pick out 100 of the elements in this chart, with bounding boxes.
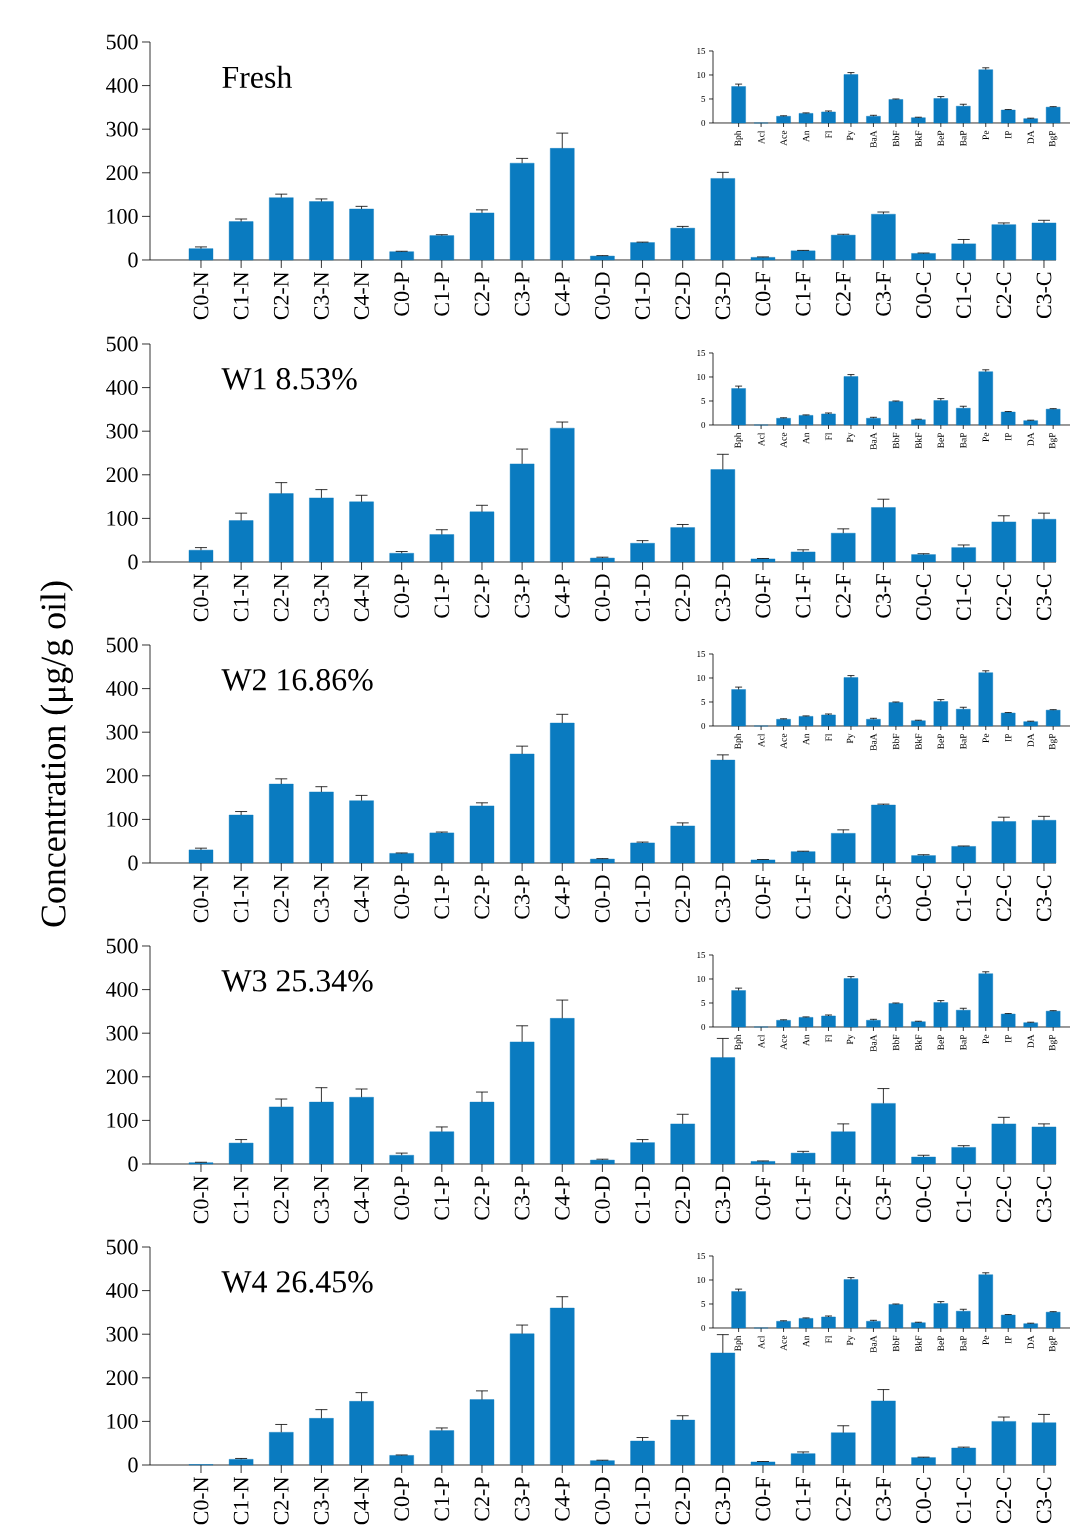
- x-tick-label: BaP: [960, 733, 967, 750]
- bar: [429, 1131, 455, 1165]
- x-tick-label: C0-F: [755, 1477, 771, 1521]
- y-tick-label: 5: [701, 1000, 706, 1006]
- x-tick-label: C2-D: [675, 1477, 691, 1525]
- x-tick-label: BeP: [937, 432, 944, 449]
- y-tick-label: 500: [106, 1239, 138, 1255]
- x-tick-label: BkF: [915, 733, 922, 750]
- y-tick-label: 300: [106, 1025, 138, 1041]
- x-tick-label: C3-F: [876, 272, 891, 316]
- bar: [750, 558, 776, 563]
- x-tick-label: Ace: [780, 733, 787, 749]
- y-tick-label: 0: [701, 421, 706, 429]
- bar: [911, 419, 926, 426]
- x-tick-label: BgP: [1049, 1335, 1058, 1352]
- x-tick-label: C3-F: [876, 574, 891, 618]
- y-tick-label: 100: [107, 812, 138, 827]
- bar: [1023, 1323, 1038, 1329]
- x-tick-label: C0-F: [755, 875, 771, 919]
- bar: [550, 722, 575, 864]
- x-tick-label: C0-C: [916, 574, 931, 621]
- x-tick-label: C1-N: [233, 574, 249, 622]
- y-tick-label: 100: [107, 510, 138, 526]
- x-tick-label: BbF: [892, 1034, 900, 1051]
- x-tick-label: C4-N: [354, 1176, 369, 1224]
- x-tick-label: C3-N: [314, 272, 329, 320]
- bar: [951, 846, 976, 864]
- x-tick-label: C4-N: [354, 1477, 369, 1525]
- x-tick-label: Pe: [982, 733, 989, 743]
- bar: [389, 553, 414, 563]
- bar: [389, 1455, 414, 1466]
- y-tick-label: 15: [697, 349, 706, 356]
- x-tick-label: BaA: [870, 1335, 877, 1353]
- bar: [843, 1279, 859, 1329]
- x-tick-label: Fl: [825, 733, 832, 742]
- x-tick-label: C3-P: [514, 1176, 530, 1220]
- x-tick-label: C1-P: [434, 574, 450, 618]
- x-tick-label: IP: [1005, 733, 1012, 742]
- x-tick-label: C3-N: [314, 1176, 329, 1224]
- bar: [843, 376, 859, 426]
- bar: [866, 1020, 881, 1028]
- bar: [269, 493, 294, 563]
- x-tick-label: BbF: [892, 130, 900, 147]
- x-tick-label: C0-F: [755, 574, 771, 618]
- bar: [776, 719, 791, 727]
- x-tick-label: Pe: [982, 432, 989, 442]
- bar: [951, 1447, 976, 1466]
- x-tick-label: Acl: [757, 1335, 765, 1350]
- x-tick-label: C1-F: [795, 574, 811, 618]
- bar: [956, 1010, 971, 1028]
- bar: [1023, 1022, 1038, 1028]
- y-tick-label: 500: [106, 637, 138, 653]
- x-tick-label: BeP: [937, 1335, 944, 1352]
- x-tick-label: Ace: [780, 1335, 787, 1351]
- x-tick-label: BaP: [960, 432, 967, 449]
- x-tick-label: C3-P: [514, 875, 530, 919]
- bar: [269, 197, 294, 261]
- y-tick-label: 5: [701, 699, 706, 705]
- bar: [911, 1457, 936, 1466]
- x-tick-label: C1-P: [434, 272, 450, 316]
- bar: [1023, 721, 1038, 727]
- x-tick-label: C1-C: [956, 272, 972, 319]
- x-tick-label: C1-N: [233, 1176, 249, 1224]
- x-tick-label: C0-P: [394, 875, 410, 919]
- x-tick-label: Ace: [780, 130, 787, 146]
- y-tick-label: 5: [701, 398, 706, 404]
- x-tick-label: C3-N: [314, 875, 329, 923]
- bar: [821, 714, 836, 727]
- bar: [866, 719, 881, 727]
- bar: [670, 1123, 695, 1165]
- x-tick-label: C0-N: [193, 875, 209, 923]
- y-tick-label: 10: [697, 1276, 706, 1284]
- bar: [630, 842, 655, 864]
- bar: [798, 113, 814, 124]
- bar: [509, 753, 535, 864]
- bar: [978, 672, 993, 727]
- x-tick-label: C0-P: [394, 272, 410, 316]
- x-tick-label: C4-P: [554, 1176, 570, 1220]
- bar: [710, 1352, 736, 1466]
- x-tick-label: BeP: [937, 733, 944, 750]
- bar: [1045, 709, 1061, 727]
- x-tick-label: C3-D: [715, 1477, 731, 1525]
- x-tick-label: C1-D: [635, 574, 650, 622]
- x-tick-label: DA: [1027, 432, 1034, 446]
- x-tick-label: C1-F: [795, 272, 811, 316]
- bar: [911, 253, 936, 261]
- bar: [956, 1311, 971, 1329]
- bar: [790, 551, 816, 563]
- bar: [956, 407, 971, 426]
- x-tick-label: C0-C: [916, 272, 931, 319]
- bar: [309, 1418, 334, 1466]
- y-tick-label: 10: [697, 975, 706, 983]
- bar: [888, 1003, 904, 1028]
- bar: [670, 825, 695, 864]
- bar: [866, 1321, 881, 1329]
- bar: [911, 720, 926, 727]
- x-tick-label: Py: [846, 130, 856, 141]
- bar: [978, 1274, 993, 1329]
- bar: [188, 849, 214, 864]
- bar: [790, 1453, 816, 1466]
